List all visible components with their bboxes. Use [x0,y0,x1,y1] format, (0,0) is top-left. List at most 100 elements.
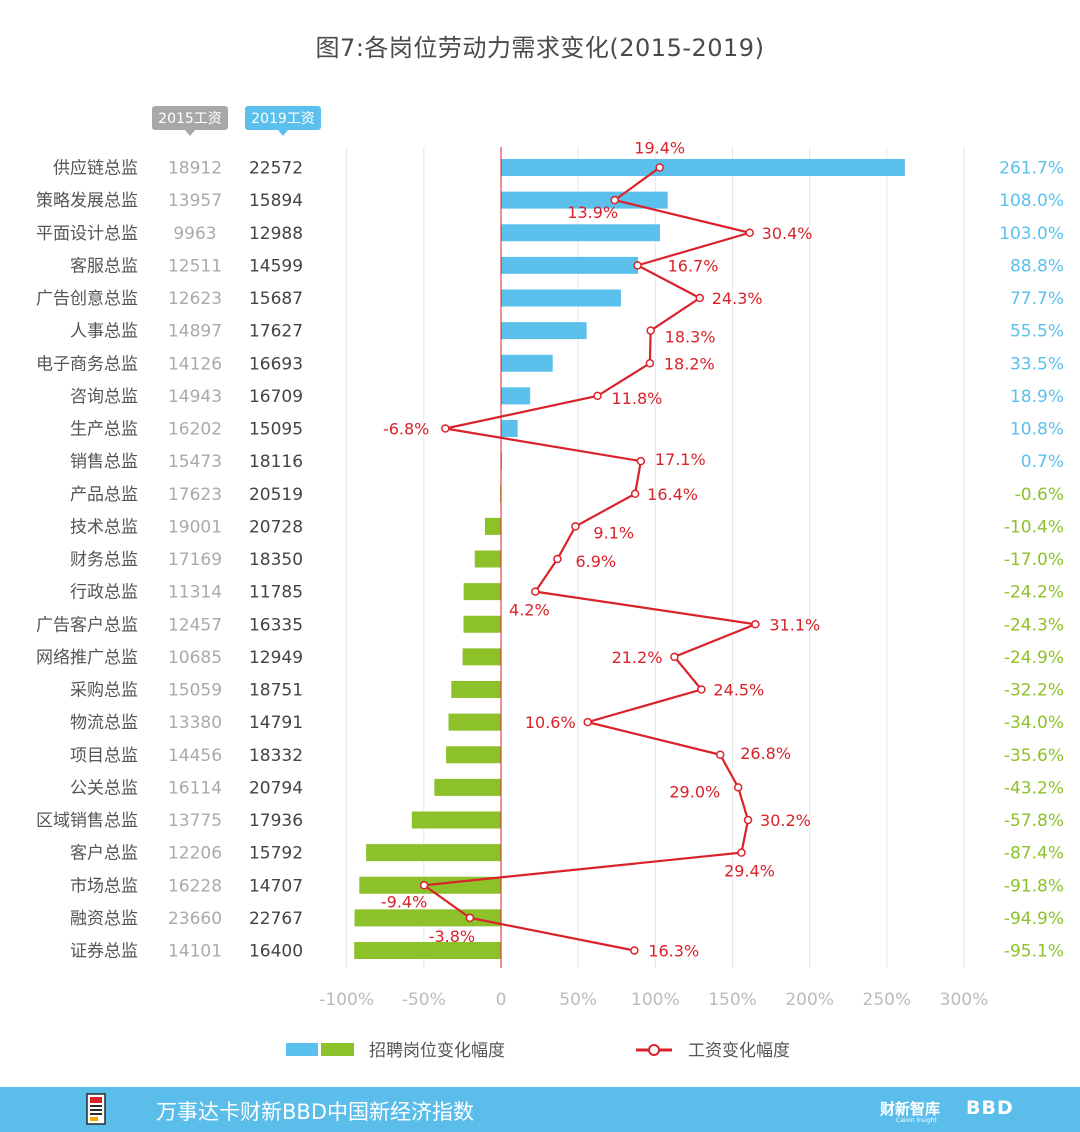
category-label: 财务总监 [70,550,138,570]
salary-2019-header: 2019工资 [251,111,315,127]
salary-2015-value: 15473 [168,452,222,472]
bar [366,844,501,862]
bar [501,159,905,176]
footer-bar: 万事达卡财新BBD中国新经济指数 财新智库 Caixin Insight BBD [0,1087,1080,1132]
category-label: 区域销售总监 [36,811,138,831]
legend-bar-swatch-green [321,1043,354,1056]
salary-change-label: 29.0% [669,782,720,801]
salary-2015-value: 12457 [168,615,222,635]
salary-2015-value: 14126 [168,354,222,374]
bar-value-label: 33.5% [1010,354,1064,374]
bar [501,354,553,372]
bar [354,942,501,959]
salary-2015-value: 13380 [168,713,222,733]
salary-2019-value: 12988 [249,224,303,244]
salary-change-point [695,293,705,303]
bar-value-label: -94.9% [1004,909,1064,929]
category-label: 物流总监 [70,713,138,733]
salary-2015-value: 14456 [168,746,222,766]
bar-value-label: 18.9% [1010,387,1064,407]
salary-change-label: 30.2% [760,811,811,830]
salary-change-point [655,163,664,172]
category-label: 产品总监 [70,485,138,505]
salary-change-point [636,456,646,466]
salary-change-point [646,326,655,335]
salary-change-point [610,195,619,205]
bar-value-label: -0.6% [1015,485,1064,505]
category-label: 客户总监 [70,844,138,864]
bar [448,713,501,731]
salary-2019-value: 16335 [249,615,303,635]
salary-change-label: 21.2% [612,648,663,667]
bar-value-label: -24.3% [1004,615,1064,635]
salary-change-point [743,815,753,825]
bar [501,289,621,307]
category-label: 公关总监 [70,778,138,798]
salary-change-label: 18.3% [665,328,716,347]
salary-2015-value: 11314 [168,583,222,603]
category-label: 广告创意总监 [36,289,138,309]
salary-2015-value: 14101 [168,942,222,962]
salary-2015-value: 9963 [173,224,216,244]
salary-2019-value: 18751 [249,681,303,701]
salary-2015-value: 12623 [168,289,222,309]
bar-value-label: 103.0% [999,224,1064,244]
x-tick-label: 300% [940,990,989,1010]
salary-change-label: -9.4% [381,892,427,911]
salary-2019-value: 15894 [249,191,303,211]
salary-change-point [670,652,679,662]
bar [501,224,660,242]
bar-value-label: -91.8% [1004,876,1064,896]
salary-change-point [630,946,639,955]
salary-change-point [630,489,640,498]
legend-line-label: 工资变化幅度 [688,1041,790,1061]
bar-value-label: -32.2% [1004,681,1064,701]
category-label: 策略发展总监 [36,191,138,211]
salary-change-label: 26.8% [740,744,791,763]
bar-value-label: -34.0% [1004,713,1064,733]
salary-change-label: 16.7% [668,256,719,275]
category-label: 网络推广总监 [36,648,138,668]
bar [501,452,503,470]
legend-bar-label: 招聘岗位变化幅度 [369,1041,505,1061]
category-label: 生产总监 [70,420,138,440]
x-tick-label: -100% [319,990,374,1010]
x-tick-label: 100% [631,990,680,1010]
salary-2015-value: 14943 [168,387,222,407]
salary-change-label: 18.2% [664,354,715,373]
salary-change-point [593,391,602,401]
salary-2019-value: 15687 [249,289,303,309]
bar [462,648,501,666]
salary-change-point [419,881,429,890]
category-label: 人事总监 [70,322,138,342]
chart-title: 图7:各岗位劳动力需求变化(2015-2019) [315,34,765,62]
salary-change-label: 17.1% [655,450,706,469]
salary-change-point [531,587,540,596]
caixin-insight-logo: 财新智库 [880,1100,941,1118]
salary-change-label: 13.9% [567,203,618,222]
salary-change-label: 16.4% [647,485,698,504]
category-label: 销售总监 [70,452,138,472]
salary-2019-value: 14791 [249,713,303,733]
bar [474,550,501,568]
salary-change-label: 24.3% [712,289,763,308]
salary-change-label: 9.1% [593,523,634,542]
salary-change-point [745,228,754,237]
salary-change-point [553,554,562,564]
salary-2015-badge [152,106,228,130]
category-label: 咨询总监 [70,387,138,407]
bbd-logo: BBD [966,1097,1014,1119]
salary-change-label: 16.3% [648,942,699,961]
caixin-insight-subtitle: Caixin Insight [896,1117,937,1124]
index-logo-icon [86,1093,106,1125]
salary-2019-value: 17627 [249,322,303,342]
bar [463,583,501,601]
salary-2019-value: 14707 [249,876,303,896]
bar [501,322,587,340]
salary-2019-value: 16400 [249,942,303,962]
category-label: 平面设计总监 [36,224,138,244]
bar-value-label: 0.7% [1021,452,1064,472]
salary-2015-value: 23660 [168,909,222,929]
salary-2019-value: 20794 [249,778,303,798]
salary-2019-badge-pointer [278,130,288,136]
